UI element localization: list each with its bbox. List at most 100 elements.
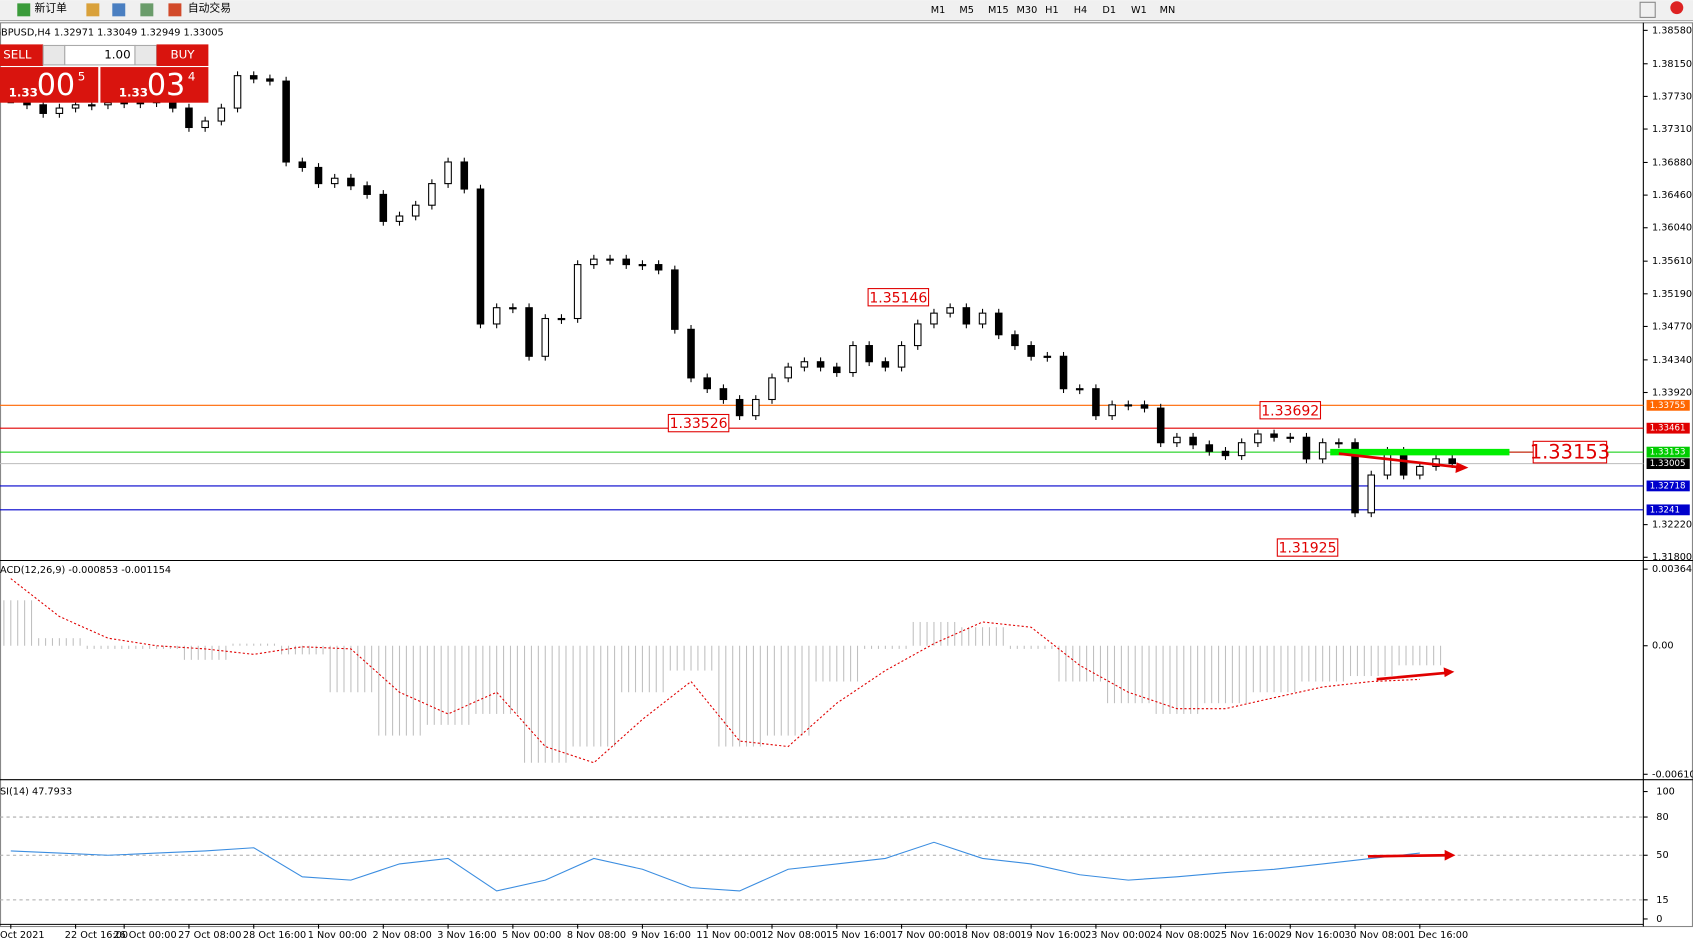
x-tick-label: 1 Nov 00:00 bbox=[308, 930, 367, 941]
x-tick-label: 24 Nov 08:00 bbox=[1150, 930, 1215, 941]
x-tick-label: 2 Nov 08:00 bbox=[373, 930, 432, 941]
candle-body bbox=[55, 107, 64, 114]
auto-trade-icon[interactable] bbox=[168, 3, 182, 17]
x-tick-label: 17 Nov 00:00 bbox=[891, 930, 956, 941]
y-tick-label: 1.35610 bbox=[1652, 256, 1692, 267]
candle-body bbox=[622, 258, 631, 266]
candle-body bbox=[314, 166, 323, 185]
candle-body bbox=[1092, 388, 1100, 417]
candle-body bbox=[1302, 436, 1311, 460]
price-level-tag bbox=[1646, 446, 1690, 458]
candle-body bbox=[185, 107, 193, 129]
candle-body bbox=[1156, 407, 1165, 444]
buy-label[interactable]: BUY bbox=[170, 48, 195, 62]
lot-up[interactable] bbox=[134, 44, 158, 66]
candle-body bbox=[800, 361, 809, 368]
auto-trade-button[interactable]: 自动交易 bbox=[188, 2, 231, 15]
sell-label[interactable]: SELL bbox=[3, 48, 32, 62]
x-tick-label: 3 Nov 16:00 bbox=[437, 930, 496, 941]
x-tick-label: 26 Oct 00:00 bbox=[113, 930, 176, 941]
candle-body bbox=[687, 328, 695, 379]
y-tick-label: 1.35190 bbox=[1652, 289, 1692, 300]
candle-body bbox=[1140, 404, 1149, 409]
rsi-line bbox=[10, 841, 1420, 892]
new-order-icon[interactable] bbox=[17, 3, 31, 17]
candle-body bbox=[1270, 433, 1278, 438]
candle-body bbox=[1286, 436, 1295, 439]
candle-body bbox=[444, 161, 452, 185]
candle-body bbox=[606, 258, 614, 261]
y-tick-label: 1.38580 bbox=[1652, 25, 1692, 36]
timeframe-button[interactable]: W1 bbox=[1131, 5, 1147, 16]
x-tick-label: Oct 2021 bbox=[0, 930, 45, 941]
candle-body bbox=[136, 102, 145, 105]
timeframe-button[interactable]: M1 bbox=[931, 5, 946, 16]
candle-body bbox=[1189, 436, 1197, 446]
bid-big: 1.33 bbox=[9, 85, 38, 99]
arrow-head bbox=[1444, 849, 1456, 861]
candle-body bbox=[978, 312, 987, 325]
candle-body bbox=[930, 312, 938, 325]
tool-icon[interactable] bbox=[140, 3, 154, 17]
x-tick-label: 30 Nov 08:00 bbox=[1344, 930, 1409, 941]
candle-body bbox=[994, 312, 1003, 336]
candle-body bbox=[865, 345, 873, 363]
ask-pips: 03 bbox=[147, 68, 185, 103]
candle-body bbox=[768, 377, 776, 401]
y-tick-label: 1.34770 bbox=[1652, 321, 1692, 332]
tool-icon[interactable] bbox=[86, 3, 100, 17]
sell-button[interactable] bbox=[0, 44, 44, 66]
y-tick-label: 100 bbox=[1656, 787, 1675, 798]
x-tick-label: 27 Oct 08:00 bbox=[178, 930, 241, 941]
candle-body bbox=[913, 323, 922, 347]
candle-body bbox=[654, 264, 663, 271]
price-annotation: 1.31925 bbox=[1279, 541, 1337, 557]
timeframe-button[interactable]: H4 bbox=[1074, 5, 1087, 16]
candle-body bbox=[752, 398, 760, 417]
price-annotation-box bbox=[1259, 401, 1322, 420]
new-order-button[interactable]: 新订单 bbox=[35, 2, 68, 15]
y-tick-label: 0.003641 bbox=[1652, 564, 1693, 575]
timeframe-button[interactable]: M30 bbox=[1017, 5, 1038, 16]
lot-down[interactable] bbox=[42, 44, 66, 66]
price-annotation: 1.35146 bbox=[869, 290, 927, 306]
candle-body bbox=[849, 345, 857, 374]
x-tick-label: 23 Nov 00:00 bbox=[1085, 930, 1150, 941]
target-label: 1.33153 bbox=[1530, 441, 1610, 464]
candle-body bbox=[330, 177, 339, 185]
candle-body bbox=[1254, 433, 1262, 444]
search-icon[interactable] bbox=[1639, 1, 1656, 18]
x-tick-label: 28 Oct 16:00 bbox=[243, 930, 306, 941]
trend-arrow bbox=[1367, 853, 1447, 858]
price-level-label: 1.32718 bbox=[1650, 481, 1686, 491]
candle-body bbox=[1221, 450, 1230, 457]
candle-body bbox=[1351, 442, 1359, 514]
timeframe-button[interactable]: M15 bbox=[988, 5, 1009, 16]
candle-body bbox=[573, 264, 582, 320]
candle-body bbox=[590, 258, 598, 266]
candle-body bbox=[233, 75, 242, 109]
x-tick-label: 5 Nov 00:00 bbox=[502, 930, 561, 941]
timeframe-button[interactable]: H1 bbox=[1045, 5, 1058, 16]
candle-body bbox=[557, 317, 566, 321]
buy-button[interactable] bbox=[156, 44, 209, 66]
price-annotation: 1.33692 bbox=[1261, 403, 1319, 419]
ask-box[interactable] bbox=[100, 67, 209, 103]
candle-body bbox=[395, 215, 404, 222]
candle-body bbox=[897, 345, 906, 368]
price-annotation: 1.33526 bbox=[670, 416, 728, 432]
candle-body bbox=[1124, 404, 1133, 407]
price-level-tag bbox=[1646, 458, 1690, 470]
x-tick-label: 8 Nov 08:00 bbox=[567, 930, 626, 941]
lot-value[interactable]: 1.00 bbox=[104, 48, 130, 62]
candle-body bbox=[1432, 458, 1440, 467]
timeframe-button[interactable]: MN bbox=[1160, 5, 1176, 16]
tool-icon[interactable] bbox=[112, 3, 126, 17]
notification-icon[interactable] bbox=[1670, 1, 1684, 15]
price-level-label: 1.33005 bbox=[1650, 459, 1686, 469]
x-tick-label: 15 Nov 16:00 bbox=[826, 930, 891, 941]
timeframe-button[interactable]: M5 bbox=[959, 5, 974, 16]
bid-box[interactable] bbox=[0, 67, 99, 103]
timeframe-button[interactable]: D1 bbox=[1102, 5, 1116, 16]
